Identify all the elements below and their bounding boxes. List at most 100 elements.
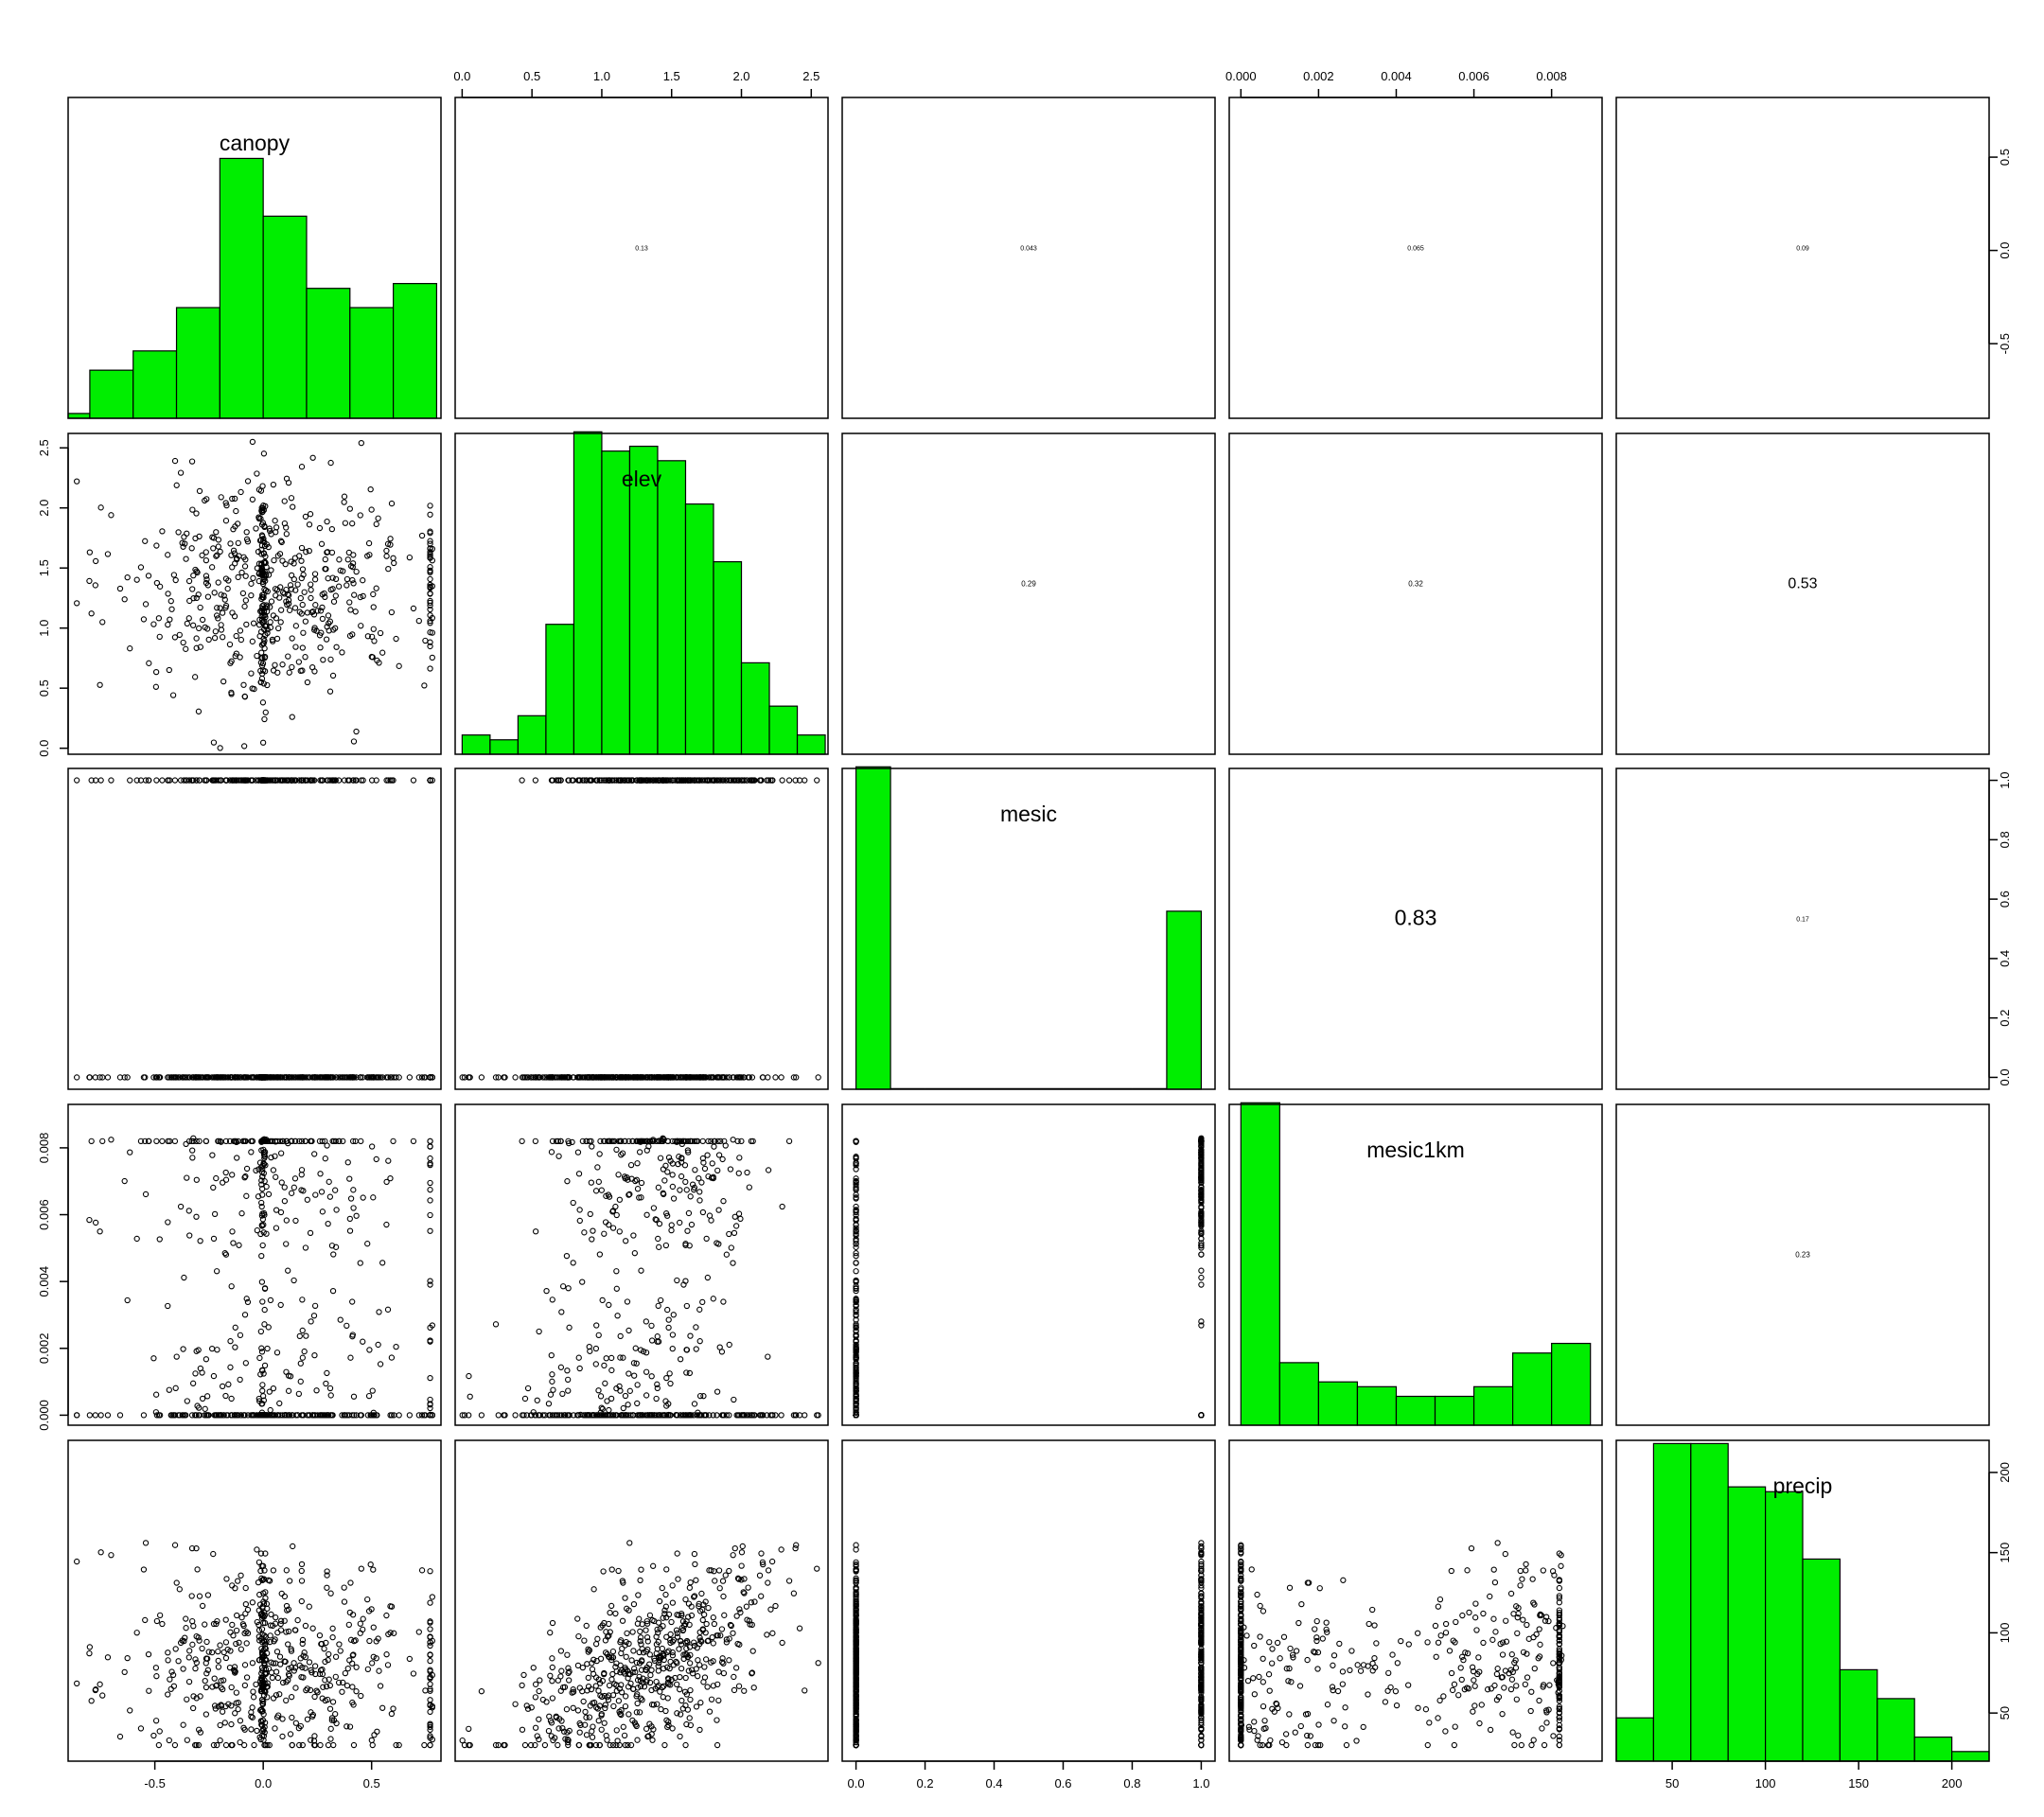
scatter-point — [231, 1074, 238, 1081]
scatter-point — [663, 1633, 670, 1640]
scatter-point — [167, 777, 173, 784]
scatter-point — [261, 1638, 268, 1645]
scatter-point — [165, 1649, 171, 1656]
scatter-point — [564, 1729, 571, 1736]
scatter-point — [199, 1369, 205, 1376]
scatter-point — [218, 1685, 224, 1691]
scatter-point — [324, 518, 330, 525]
scatter-point — [427, 1735, 433, 1741]
scatter-point — [696, 777, 703, 784]
scatter-point — [570, 1260, 576, 1266]
scatter-point — [664, 777, 671, 784]
scatter-point — [427, 584, 433, 591]
scatter-point — [243, 1074, 250, 1081]
scatter-point — [272, 662, 278, 668]
scatter-point — [312, 1670, 319, 1678]
scatter-point — [261, 522, 268, 530]
scatter-point — [427, 643, 433, 650]
scatter-point — [225, 1381, 232, 1387]
scatter-point — [582, 1721, 589, 1728]
scatter-point — [853, 1412, 859, 1419]
scatter-point — [427, 1160, 433, 1167]
scatter-point — [429, 1074, 435, 1081]
scatter-point — [478, 1412, 485, 1419]
scatter-point — [427, 1138, 433, 1144]
scatter-point — [142, 1540, 150, 1546]
scatter-point — [764, 1632, 770, 1638]
scatter-point — [273, 1225, 280, 1231]
scatter-point — [311, 1351, 318, 1359]
scatter-point — [289, 714, 295, 720]
scatter-point — [478, 1688, 485, 1695]
scatter-point — [152, 668, 160, 676]
scatter-point — [603, 1192, 609, 1199]
scatter-point — [373, 1655, 379, 1662]
scatter-point — [322, 1155, 328, 1162]
scatter-point — [714, 1388, 721, 1395]
scatter-point — [737, 1609, 744, 1616]
scatter-point — [332, 1653, 340, 1660]
scatter-point — [273, 1660, 279, 1667]
scatter-point — [261, 1306, 268, 1314]
scatter-point — [648, 1373, 655, 1380]
scatter-point — [682, 1178, 689, 1186]
scatter-point — [640, 1675, 646, 1682]
scatter-point — [657, 1653, 664, 1660]
scatter-point — [796, 1625, 803, 1632]
scatter-point — [244, 538, 252, 545]
scatter-point — [726, 1567, 732, 1575]
scatter-point — [718, 1659, 726, 1666]
scatter-point — [271, 1412, 277, 1419]
scatter-point — [691, 1074, 697, 1081]
scatter-point — [427, 777, 433, 784]
scatter-point — [199, 616, 206, 624]
scatter-point — [185, 1654, 192, 1661]
scatter-point — [288, 495, 295, 502]
scatter-point — [353, 777, 360, 784]
scatter-point — [723, 1074, 730, 1081]
scatter-point — [565, 1412, 572, 1419]
scatter-point — [298, 1561, 306, 1568]
scatter-point — [758, 1412, 765, 1419]
scatter-point — [137, 564, 145, 571]
scatter-point — [696, 1662, 703, 1668]
scatter-point — [248, 1138, 255, 1145]
scatter-point — [520, 1074, 527, 1081]
scatter-point — [736, 1606, 743, 1613]
scatter-point — [715, 1152, 723, 1158]
scatter-point — [734, 1138, 741, 1144]
scatter-point — [353, 1664, 360, 1670]
scatter-point — [512, 1701, 519, 1707]
scatter-point — [235, 1578, 241, 1584]
scatter-point — [601, 1692, 608, 1700]
scatter-point — [595, 1332, 602, 1339]
scatter-point — [196, 625, 203, 632]
scatter-point — [350, 580, 357, 587]
scatter-point — [765, 1353, 771, 1360]
scatter-point — [345, 1621, 352, 1628]
scatter-point — [217, 1412, 223, 1419]
scatter-point — [592, 1741, 600, 1749]
scatter-point — [340, 1074, 346, 1081]
scatter-point — [258, 532, 266, 538]
scatter-point — [183, 1625, 189, 1632]
scatter-point — [663, 1566, 670, 1573]
scatter-point — [699, 1138, 706, 1144]
scatter-point — [167, 616, 173, 623]
scatter-point — [222, 1616, 229, 1623]
scatter-point — [691, 777, 697, 784]
scatter-point — [682, 1596, 689, 1603]
scatter-point — [189, 1380, 197, 1386]
scatter-point — [750, 1412, 757, 1419]
scatter-point — [731, 1213, 738, 1220]
scatter-point — [597, 1138, 604, 1144]
scatter-point — [311, 1302, 319, 1309]
scatter-point — [142, 1616, 149, 1624]
scatter-point — [332, 592, 339, 599]
histogram-bar — [1727, 1486, 1767, 1762]
histogram-bar — [89, 369, 134, 419]
scatter-point — [142, 601, 150, 608]
scatter-point — [427, 1741, 433, 1749]
scatter-point — [271, 1074, 277, 1081]
scatter-point — [311, 1663, 319, 1669]
